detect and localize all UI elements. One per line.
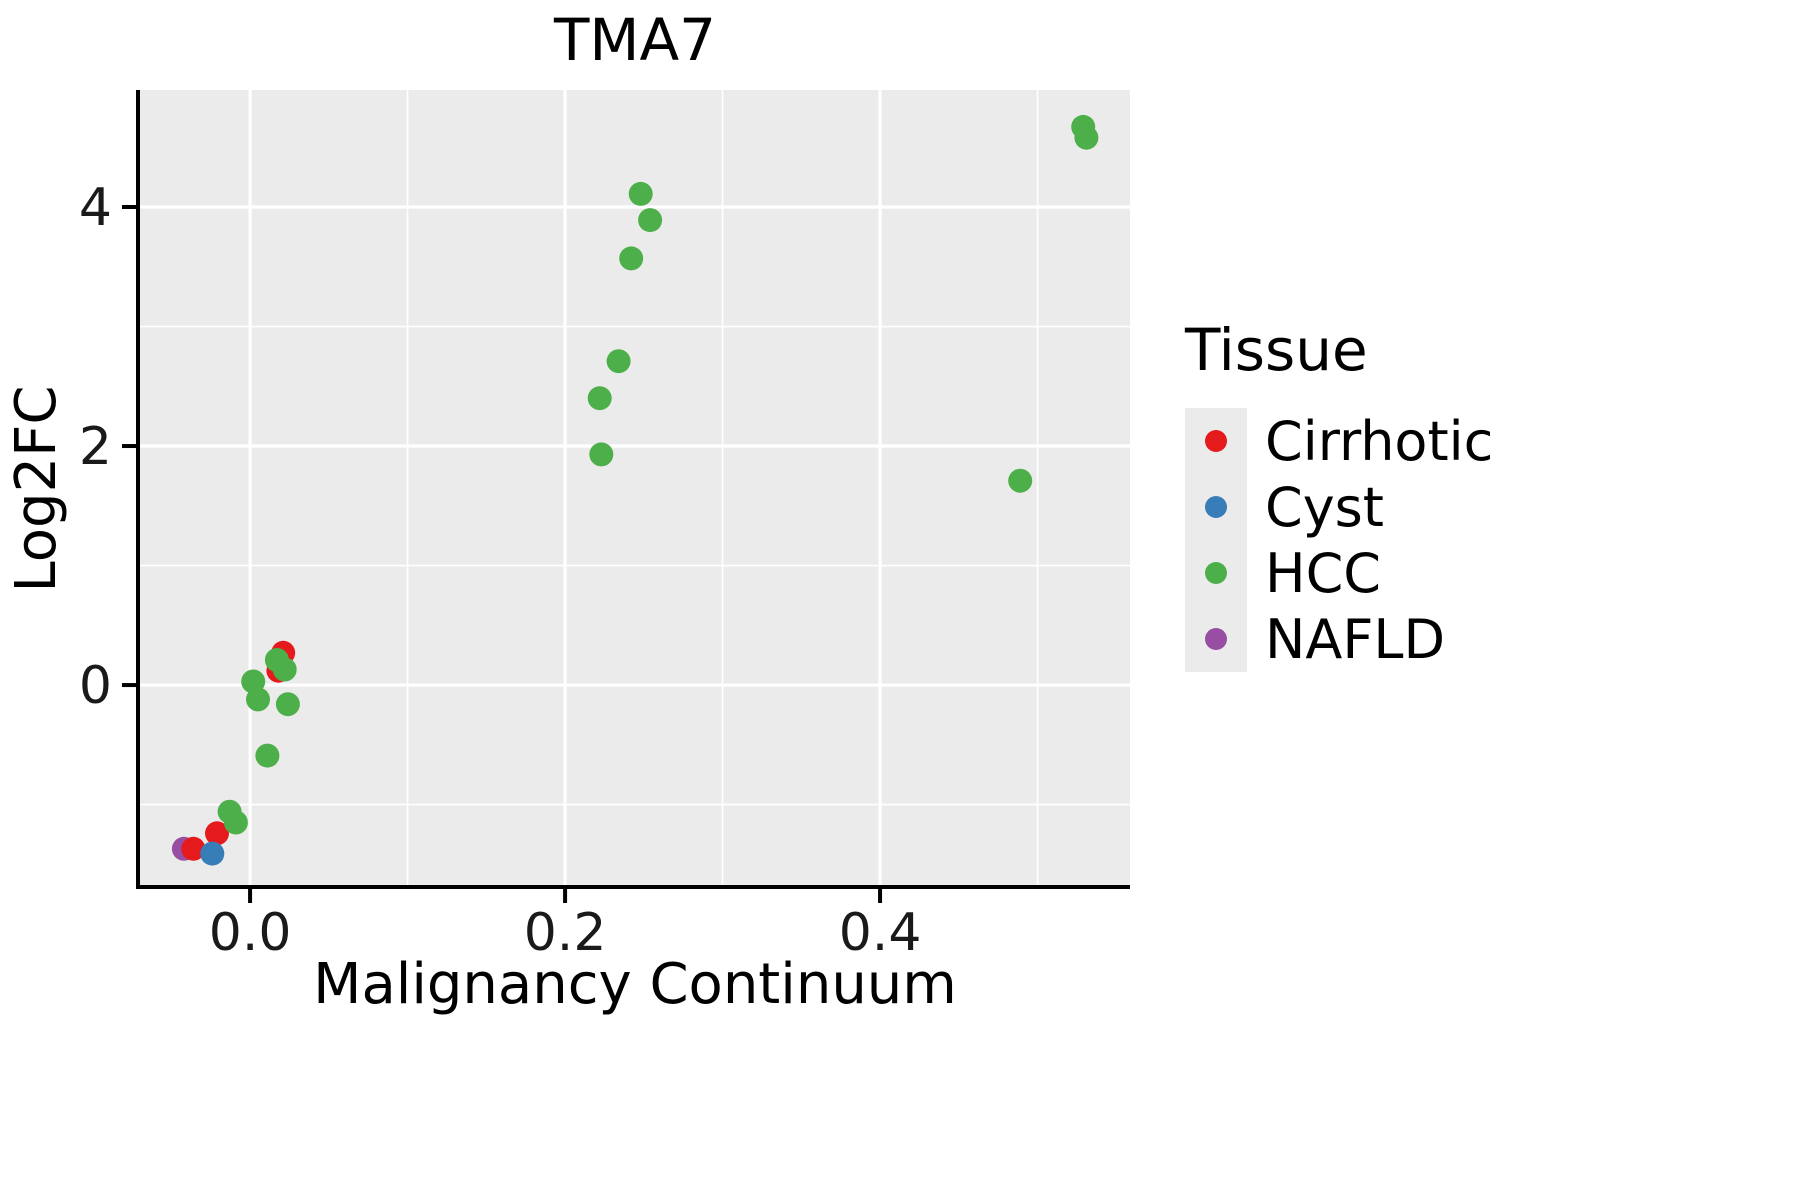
legend-item-nafld: NAFLD — [1185, 606, 1493, 672]
point-hcc-14 — [255, 743, 280, 768]
x-axis-title: Malignancy Continuum — [313, 952, 957, 1017]
legend-key-hcc — [1185, 540, 1247, 606]
legend-item-cyst: Cyst — [1185, 474, 1493, 540]
point-hcc-10 — [272, 657, 297, 682]
panel-background — [140, 90, 1130, 885]
point-hcc-6 — [587, 386, 612, 411]
legend-key-cirrhotic — [1185, 408, 1247, 474]
x-tick-label-1: 0.2 — [524, 903, 607, 963]
y-tick-label-0: 0 — [79, 656, 112, 716]
legend-dot-nafld — [1205, 628, 1227, 650]
legend-title: Tissue — [1185, 316, 1368, 384]
legend-key-cyst — [1185, 474, 1247, 540]
point-hcc-13 — [275, 692, 300, 717]
chart-title: TMA7 — [553, 6, 717, 74]
y-axis-title: Log2FC — [4, 385, 69, 593]
point-hcc-7 — [589, 442, 614, 467]
point-hcc-3 — [638, 208, 663, 233]
y-tick-label-2: 4 — [79, 178, 112, 238]
legend: Tissue Cirrhotic Cyst HCC NAFLD — [1185, 316, 1493, 672]
point-hcc-12 — [246, 687, 270, 712]
legend-key-nafld — [1185, 606, 1247, 672]
point-cirrhotic-2 — [205, 821, 229, 846]
point-hcc-4 — [619, 246, 644, 271]
point-hcc-2 — [628, 181, 653, 206]
point-hcc-5 — [606, 349, 631, 374]
legend-label-nafld: NAFLD — [1265, 607, 1446, 671]
point-hcc-16 — [223, 810, 248, 835]
legend-label-hcc: HCC — [1265, 541, 1382, 605]
legend-label-cyst: Cyst — [1265, 475, 1384, 539]
x-tick-label-2: 0.4 — [839, 903, 922, 963]
legend-dot-hcc — [1205, 562, 1227, 584]
point-cirrhotic-3 — [181, 836, 206, 861]
x-tick-label-0: 0.0 — [209, 903, 292, 963]
legend-dot-cirrhotic — [1205, 430, 1227, 452]
point-cyst-0 — [200, 841, 225, 866]
legend-dot-cyst — [1205, 496, 1227, 518]
legend-label-cirrhotic: Cirrhotic — [1265, 409, 1494, 473]
legend-item-cirrhotic: Cirrhotic — [1185, 408, 1493, 474]
point-hcc-1 — [1074, 125, 1099, 150]
legend-item-hcc: HCC — [1185, 540, 1493, 606]
legend-items: Cirrhotic Cyst HCC NAFLD — [1185, 408, 1493, 672]
y-tick-label-1: 2 — [79, 417, 112, 477]
point-hcc-8 — [1008, 468, 1033, 493]
